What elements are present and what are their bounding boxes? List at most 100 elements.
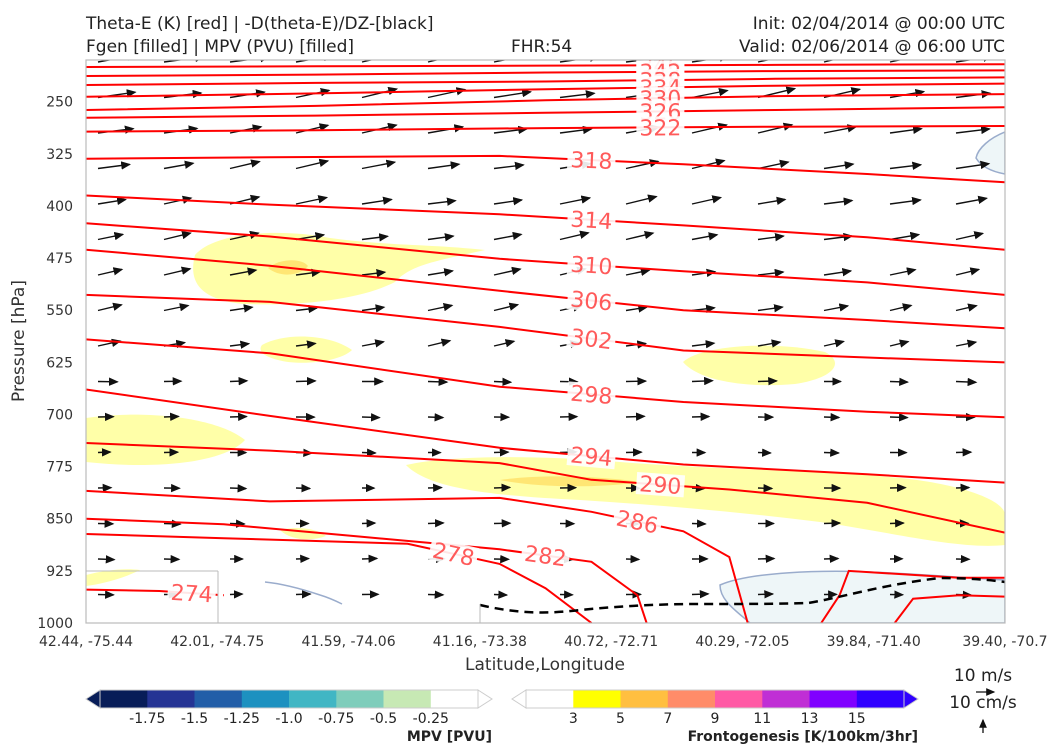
colorbar-extend-low (511, 689, 527, 709)
wind-vector (229, 60, 271, 63)
wind-ref-vertical-label: 10 cm/s (949, 693, 1017, 713)
valid-time-label: Valid: 02/06/2014 @ 06:00 UTC (739, 37, 1005, 57)
wind-vector (97, 448, 112, 457)
theta-e-contour-line (86, 69, 1005, 77)
y-tick-label: 400 (46, 199, 73, 215)
colorbar-tick-label: -1.25 (224, 711, 260, 727)
contour-label-bg (566, 252, 617, 278)
wind-vector (889, 413, 909, 422)
x-tick-label: 41.59, -74.06 (302, 634, 396, 650)
wind-vector (757, 233, 785, 242)
contour-label-bg (167, 580, 217, 606)
wind-vector (493, 266, 522, 276)
theta-e-contour-label: 322 (639, 116, 681, 141)
wind-vector (493, 302, 520, 312)
colorbar-segment (336, 690, 385, 708)
wind-vector (889, 60, 903, 63)
init-time-label: Init: 02/04/2014 @ 00:00 UTC (752, 14, 1005, 34)
wind-vector (823, 554, 840, 563)
wind-vector (163, 266, 192, 276)
wind-vector (823, 161, 855, 170)
colorbar-segment (100, 690, 148, 708)
wind-vector (823, 303, 850, 312)
colorbar-outline (99, 689, 479, 709)
wind-vector (229, 230, 260, 241)
x-tick-label: 39.40, -70.7 (962, 634, 1047, 650)
contour-label-bg (635, 472, 686, 498)
wind-vector (361, 339, 385, 348)
theta-e-contour-label: 314 (570, 208, 613, 236)
wind-vector (823, 268, 853, 277)
wind-vector (889, 125, 923, 134)
wind-vector (163, 412, 180, 421)
wind-vector (757, 159, 790, 170)
colorbar-segment (526, 690, 574, 708)
colorbar-tick-label: 7 (663, 711, 672, 727)
y-tick-label: 325 (46, 147, 73, 163)
fgen-fill-lower-core (500, 476, 640, 487)
chart-title-line-1: Theta-E (K) [red] | -D(theta-E)/DZ-[blac… (86, 14, 434, 34)
contour-label-bg (520, 541, 571, 570)
wind-vector (361, 86, 399, 99)
wind-vector (757, 590, 775, 599)
wind-vector (625, 230, 655, 241)
colorbar-tick-label: 13 (801, 711, 819, 727)
wind-vector (427, 197, 457, 206)
wind-vector (955, 303, 978, 312)
wind-vector (559, 90, 596, 99)
colorbar-segment (147, 690, 196, 708)
theta-e-contour-label: 282 (523, 542, 568, 572)
theta-e-contour-line (86, 442, 1005, 534)
wind-vector (229, 340, 251, 349)
wind-vector (493, 483, 512, 492)
wind-vector (361, 233, 389, 242)
wind-vector (889, 161, 923, 170)
colorbar-extend-high (903, 689, 919, 709)
y-axis-label: Pressure [hPa] (9, 280, 29, 402)
colorbar-segment (762, 690, 811, 708)
wind-vector (427, 268, 454, 277)
wind-vector (361, 196, 393, 205)
wind-vector (493, 161, 525, 171)
y-tick-label: 850 (46, 512, 73, 528)
wind-vector (889, 339, 910, 348)
wind-vector (625, 60, 664, 63)
x-tick-label: 39.84, -71.40 (827, 634, 921, 650)
wind-vector (955, 160, 991, 170)
colorbar-segment (573, 690, 622, 708)
colorbar-segment (383, 690, 432, 708)
wind-vector (493, 231, 523, 241)
wind-vector (955, 267, 981, 276)
colorbar-tick-label: -1.75 (129, 711, 165, 727)
colorbar-tick-label: 15 (848, 711, 866, 727)
wind-vector (427, 338, 452, 347)
wind-vector (889, 267, 917, 276)
theta-e-contour-label: 302 (569, 325, 614, 355)
wind-vector (823, 519, 842, 528)
wind-vector (361, 304, 386, 313)
wind-vector (625, 412, 646, 421)
wind-vector (493, 88, 532, 99)
colorbar-extend-low (85, 689, 101, 709)
wind-vector (229, 267, 258, 276)
wind-vector (427, 519, 445, 528)
theta-e-contour-label: 298 (569, 382, 613, 410)
wind-vector (889, 519, 905, 528)
y-tick-label: 550 (46, 303, 73, 319)
y-tick-label: 475 (46, 251, 73, 267)
wind-vector (427, 413, 445, 422)
wind-vector (889, 377, 909, 387)
wind-vector (97, 231, 125, 241)
contour-label-bg (611, 505, 664, 538)
wind-vector (559, 60, 600, 63)
colorbar-tick-label: 3 (569, 711, 578, 727)
theta-e-contour-line (86, 489, 749, 623)
colorbar-segment (620, 690, 669, 708)
wind-vector (691, 195, 723, 205)
forecast-hour-label: FHR:54 (511, 37, 573, 57)
x-tick-label: 42.44, -75.44 (39, 634, 133, 650)
wind-vector (97, 267, 124, 276)
wind-vector (427, 377, 449, 387)
contour-label-bg (636, 116, 685, 139)
